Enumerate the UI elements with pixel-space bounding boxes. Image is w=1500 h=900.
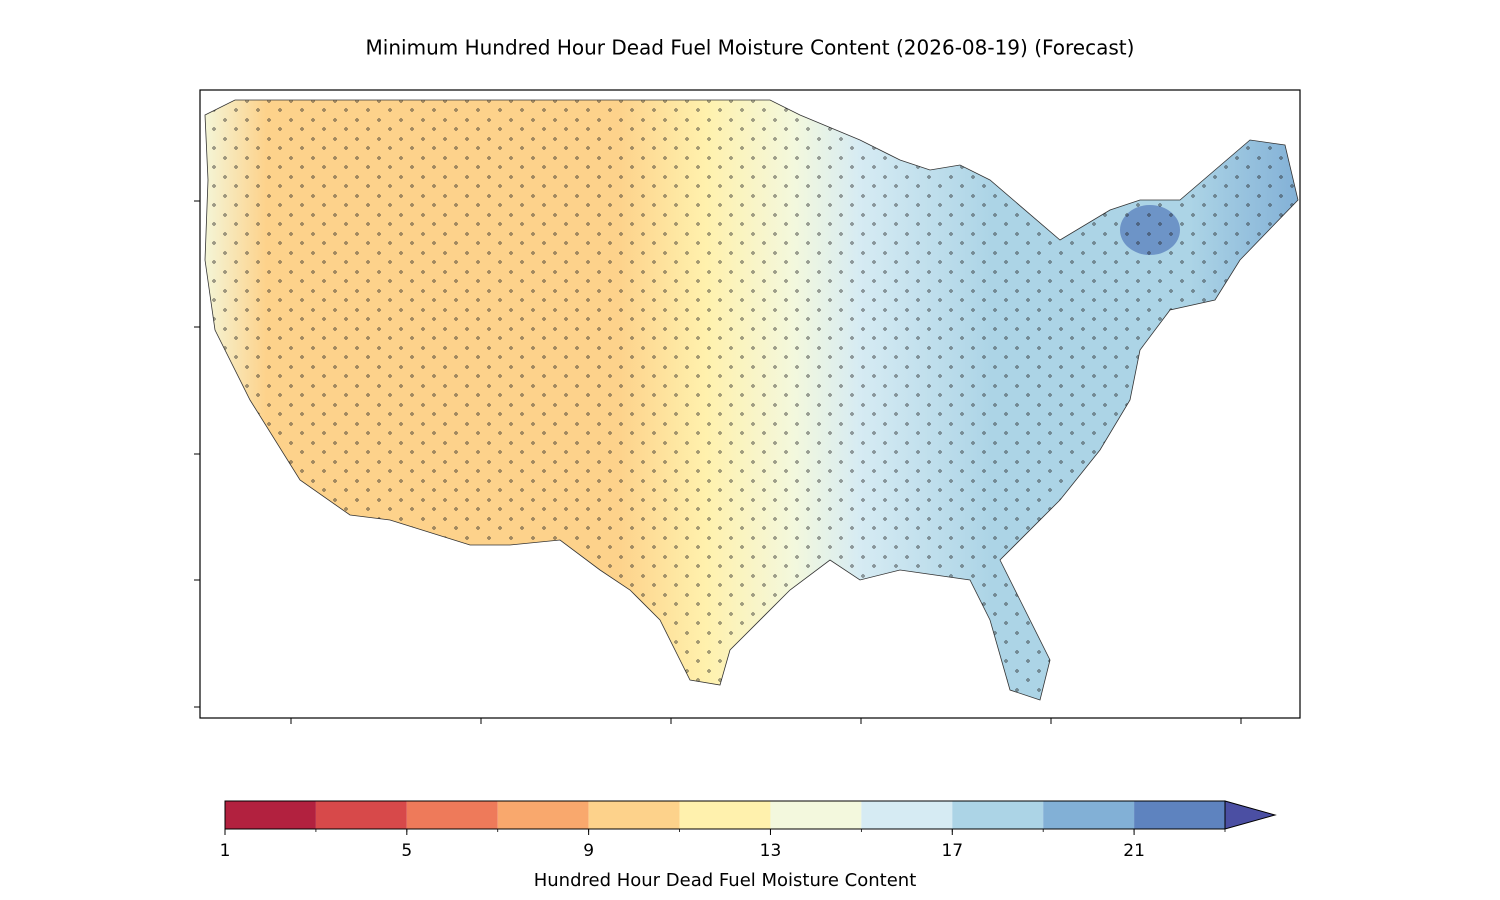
map: [194, 89, 1301, 724]
map-ticks: [194, 200, 1242, 724]
colorbar: 1 5 9 13 17 21: [220, 800, 1277, 861]
colorbar-extend: [1224, 800, 1277, 830]
color-level: [1043, 801, 1135, 829]
color-level: [679, 801, 771, 829]
map-title: Minimum Hundred Hour Dead Fuel Moisture …: [366, 36, 1135, 60]
colorbar-tick-label: 1: [220, 841, 231, 861]
map-frame: [199, 89, 1301, 719]
color-level: [588, 801, 680, 829]
color-level: [406, 801, 498, 829]
colorbar-tick-label: 17: [941, 841, 963, 861]
colorbar-tick-label: 21: [1123, 841, 1145, 861]
color-level: [770, 801, 862, 829]
colorbar-frame: [224, 800, 1226, 830]
colorbar-tick-label: 9: [583, 841, 594, 861]
color-level: [952, 801, 1044, 829]
colorbar-tick-label: 13: [760, 841, 782, 861]
color-level: [861, 801, 953, 829]
color-level: [497, 801, 589, 829]
colorbar-label: Hundred Hour Dead Fuel Moisture Content: [534, 870, 917, 891]
color-level: [315, 801, 407, 829]
station-dots: [205, 100, 1298, 700]
colorbar-tick-label: 5: [401, 841, 412, 861]
color-level: [1134, 801, 1225, 829]
color-level: [225, 801, 316, 829]
